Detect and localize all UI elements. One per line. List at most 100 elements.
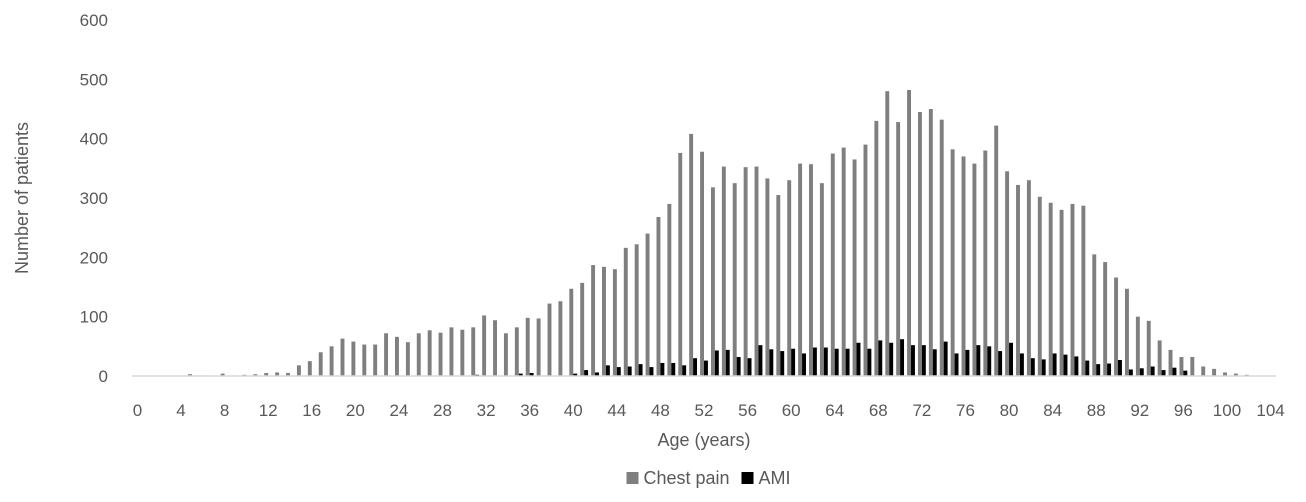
- bar-chest-pain: [373, 344, 378, 376]
- x-tick-label: 88: [1087, 401, 1106, 420]
- bar-chest-pain: [351, 341, 356, 376]
- bar-chest-pain: [841, 147, 846, 376]
- x-tick-label: 8: [220, 401, 229, 420]
- bar-chest-pain: [710, 187, 715, 376]
- bar-chest-pain: [939, 119, 944, 377]
- bar-ami: [987, 346, 992, 376]
- bar-chest-pain: [1005, 171, 1010, 376]
- bar-ami: [605, 365, 610, 376]
- bar-chest-pain: [602, 266, 606, 376]
- x-tick-label: 72: [912, 401, 931, 420]
- bar-ami: [856, 342, 861, 376]
- bar-chest-pain: [787, 180, 792, 376]
- bar-ami: [769, 349, 774, 376]
- y-tick-label: 500: [80, 70, 108, 89]
- bar-chest-pain: [721, 166, 726, 376]
- bar-chest-pain: [1070, 203, 1075, 376]
- bar-chest-pain: [275, 372, 280, 376]
- bar-ami: [1161, 370, 1166, 376]
- x-tick-label: 48: [651, 401, 670, 420]
- bar-chest-pain: [983, 150, 988, 376]
- bar-chest-pain: [286, 373, 290, 376]
- bar-ami: [921, 345, 926, 376]
- bar-ami: [758, 345, 763, 376]
- bar-chest-pain: [1059, 209, 1064, 376]
- bar-chest-pain: [1103, 262, 1108, 376]
- bar-chest-pain: [405, 342, 410, 376]
- bar-chest-pain: [493, 320, 497, 376]
- bar-chest-pain: [1168, 349, 1173, 376]
- bar-ami: [1139, 368, 1144, 376]
- bar-ami: [1052, 353, 1057, 376]
- bar-chest-pain: [798, 163, 803, 376]
- bar-ami: [595, 372, 599, 376]
- bar-chest-pain: [1157, 340, 1162, 376]
- bar-ami: [725, 349, 730, 376]
- x-tick-label: 52: [695, 401, 714, 420]
- bar-chest-pain: [623, 247, 628, 376]
- bar-chest-pain: [427, 330, 432, 376]
- x-tick-label: 96: [1174, 401, 1193, 420]
- x-tick-label: 12: [259, 401, 278, 420]
- bar-chest-pain: [1081, 205, 1086, 376]
- bar-ami: [682, 365, 687, 376]
- bar-chest-pain: [307, 361, 312, 376]
- bar-chest-pain: [471, 327, 476, 376]
- bar-ami: [693, 358, 698, 376]
- legend-label-ami: AMI: [759, 468, 791, 488]
- bar-chest-pain: [296, 365, 301, 376]
- x-tick-label: 32: [477, 401, 496, 420]
- legend-swatch-chest-pain: [626, 472, 639, 484]
- x-tick-label: 0: [133, 401, 142, 420]
- bar-ami: [911, 345, 915, 376]
- y-tick-label: 400: [80, 130, 108, 149]
- bar-chest-pain: [1212, 368, 1217, 376]
- bar-chest-pain: [732, 183, 737, 376]
- bar-ami: [900, 339, 905, 376]
- x-tick-label: 76: [956, 401, 975, 420]
- bar-chest-pain: [645, 233, 650, 376]
- x-tick-label: 80: [1000, 401, 1019, 420]
- bar-chest-pain: [384, 333, 389, 376]
- bar-chest-pain: [950, 149, 955, 376]
- bar-chest-pain: [689, 133, 694, 376]
- bar-chest-pain: [885, 91, 890, 376]
- bar-ami: [878, 340, 883, 376]
- x-tick-label: 68: [869, 401, 888, 420]
- bar-ami: [998, 351, 1003, 376]
- bar-ami: [671, 362, 676, 376]
- bar-chest-pain: [1135, 316, 1140, 376]
- legend-swatch-ami: [741, 472, 754, 484]
- bar-ami: [954, 353, 959, 376]
- bar-chest-pain: [852, 159, 857, 376]
- bars: [188, 90, 1249, 377]
- x-tick-label: 40: [564, 401, 583, 420]
- bar-chest-pain: [264, 373, 269, 376]
- y-tick-label: 100: [80, 308, 108, 327]
- bar-ami: [823, 347, 828, 376]
- bar-chest-pain: [416, 333, 421, 376]
- bar-chest-pain: [1037, 196, 1042, 376]
- bar-chest-pain: [525, 317, 530, 376]
- bar-chest-pain: [482, 315, 487, 376]
- bar-ami: [1009, 342, 1013, 376]
- x-tick-label: 104: [1256, 401, 1284, 420]
- bar-ami: [736, 357, 741, 376]
- bar-chest-pain: [874, 120, 879, 377]
- x-tick-label: 92: [1130, 401, 1149, 420]
- bar-chest-pain: [1124, 288, 1129, 376]
- bar-chest-pain: [656, 216, 661, 376]
- bar-chest-pain: [917, 111, 922, 376]
- bar-chest-pain: [776, 195, 781, 376]
- bar-ami: [932, 349, 937, 376]
- bar-ami: [1063, 354, 1068, 376]
- bar-chest-pain: [438, 332, 443, 376]
- bar-chest-pain: [1190, 357, 1195, 376]
- bar-ami: [638, 364, 643, 376]
- bar-ami: [867, 348, 872, 376]
- x-tick-label: 84: [1043, 401, 1062, 420]
- bar-ami: [747, 358, 752, 376]
- bar-chest-pain: [819, 183, 824, 376]
- bar-chest-pain: [1026, 180, 1031, 376]
- bar-ami: [889, 342, 894, 376]
